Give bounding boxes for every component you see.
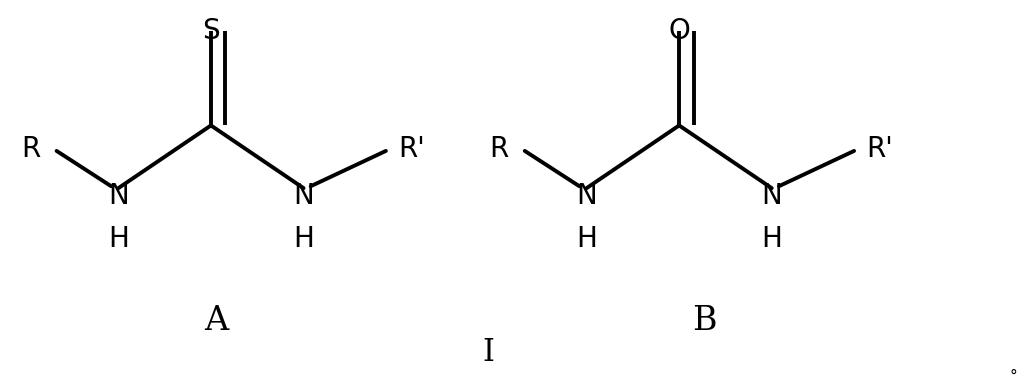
Text: R': R': [398, 135, 425, 163]
Text: S: S: [202, 17, 220, 45]
Text: H: H: [761, 225, 782, 253]
Text: B: B: [693, 305, 717, 338]
Text: R: R: [22, 135, 40, 163]
Text: N: N: [293, 182, 314, 210]
Text: R: R: [490, 135, 508, 163]
Text: O: O: [668, 17, 690, 45]
Text: N: N: [108, 182, 129, 210]
Text: N: N: [576, 182, 597, 210]
Text: H: H: [108, 225, 129, 253]
Text: R': R': [866, 135, 893, 163]
Text: I: I: [483, 337, 495, 368]
Text: H: H: [576, 225, 597, 253]
Text: A: A: [204, 305, 228, 338]
Text: °: °: [1009, 369, 1018, 384]
Text: H: H: [293, 225, 314, 253]
Text: N: N: [761, 182, 782, 210]
